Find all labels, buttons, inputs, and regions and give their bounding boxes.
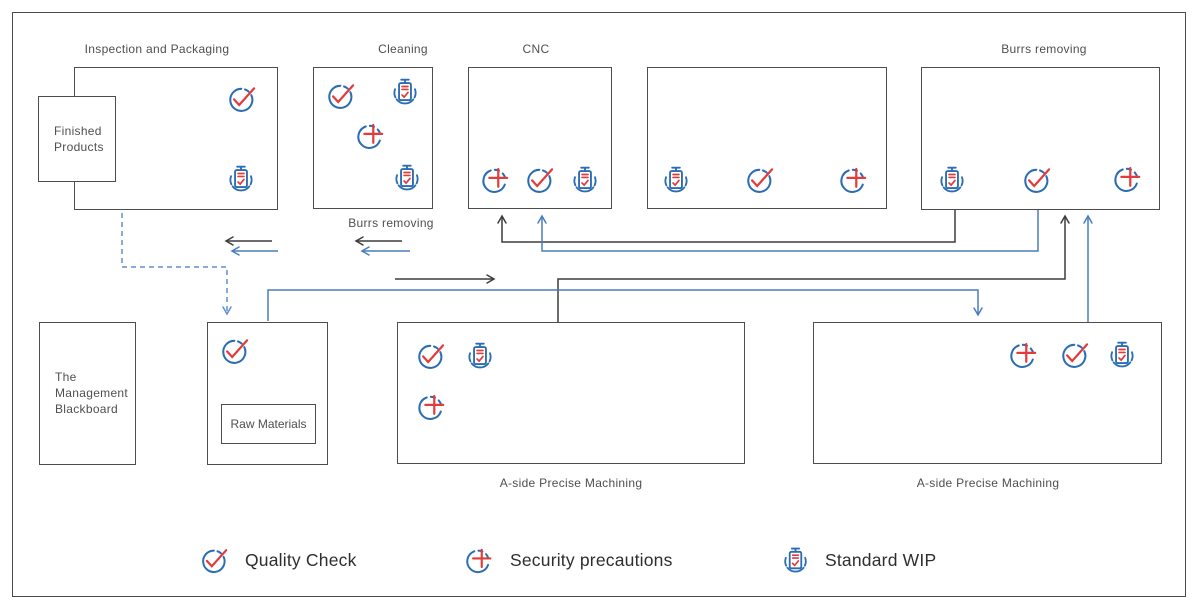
cnc-label: CNC (522, 42, 550, 56)
legend-label: Security precautions (510, 549, 673, 570)
quality-check-icon (226, 82, 260, 116)
finished-products-box: Finished Products (38, 96, 116, 182)
quality-check-icon (219, 334, 253, 368)
security-precautions-icon (838, 163, 872, 197)
quality-check-icon (325, 79, 359, 113)
standard-wip-icon (784, 547, 807, 572)
management-blackboard-box: The Management Blackboard (39, 322, 136, 465)
aside-precise-machining-left-box (397, 322, 745, 464)
cleaning-label: Cleaning (378, 42, 428, 56)
standard-wip-icon (388, 75, 422, 109)
finished-products-label: Finished Products (54, 123, 104, 154)
quality-check-icon (1059, 338, 1093, 372)
security-precautions-icon (480, 163, 514, 197)
security-precautions-icon (1008, 338, 1042, 372)
quality-check-icon (744, 163, 778, 197)
standard-wip-icon (935, 163, 969, 197)
quality-check-icon (524, 163, 558, 197)
security-precautions-icon (355, 119, 389, 153)
unlabeled-station-box (647, 67, 887, 209)
burrs-removing-box (921, 67, 1160, 210)
aside-left-label: A-side Precise Machining (499, 476, 643, 490)
burrs-removing-step-label: Burrs removing (348, 216, 434, 230)
cnc-box (468, 67, 612, 209)
standard-wip-icon (568, 163, 602, 197)
quality-check-icon (415, 339, 449, 373)
security-precautions-icon (416, 390, 450, 424)
raw-materials-label: Raw Materials (230, 417, 307, 431)
legend-item-security-precautions: Security precautions (464, 543, 673, 577)
standard-wip-icon (390, 161, 424, 195)
quality-check-icon (202, 548, 228, 573)
inspection-packaging-label: Inspection and Packaging (84, 42, 230, 56)
burrs-removing-label: Burrs removing (1001, 42, 1087, 56)
aside-right-label: A-side Precise Machining (916, 476, 1060, 490)
management-blackboard-label: The Management Blackboard (55, 370, 129, 417)
standard-wip-icon (1105, 338, 1139, 372)
standard-wip-icon (224, 162, 258, 196)
legend-label: Standard WIP (825, 549, 937, 570)
standard-wip-icon (659, 163, 693, 197)
standard-wip-icon (463, 339, 497, 373)
legend-label: Quality Check (245, 549, 357, 570)
legend-item-standard-wip: Standard WIP (779, 543, 936, 577)
raw-materials-box: Raw Materials (221, 404, 316, 444)
quality-check-icon (1021, 163, 1055, 197)
legend: Quality Check Security precautions Stand… (0, 543, 1200, 579)
security-precautions-icon (1112, 162, 1146, 196)
security-precautions-icon (466, 548, 492, 573)
aside-precise-machining-right-box (813, 322, 1162, 464)
legend-item-quality-check: Quality Check (199, 543, 357, 577)
